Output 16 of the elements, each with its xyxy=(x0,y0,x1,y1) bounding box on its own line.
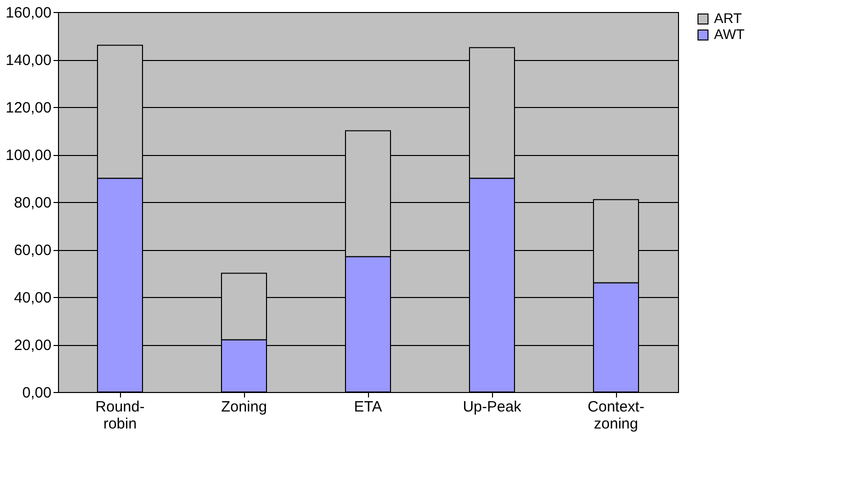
legend-label: AWT xyxy=(714,26,746,42)
y-tick-label: 0,00 xyxy=(22,384,52,402)
x-tick-label: Zoning xyxy=(221,398,267,416)
y-tick-label: 120,00 xyxy=(6,100,52,116)
x-tick-label: Up-Peak xyxy=(462,398,522,416)
y-tick-label: 140,00 xyxy=(6,52,52,69)
y-tick-label: 20,00 xyxy=(14,337,52,354)
y-tick-label: 160,00 xyxy=(6,4,52,22)
y-tick-label: 60,00 xyxy=(14,242,52,259)
y-tick-label: 40,00 xyxy=(14,290,52,306)
legend-label: ART xyxy=(714,10,742,26)
y-tick-label: 100,00 xyxy=(6,147,52,164)
x-tick-label: Round-robin xyxy=(95,398,145,432)
x-tick-label: Context-zoning xyxy=(588,398,644,432)
y-tick-label: 80,00 xyxy=(14,194,52,212)
x-tick-label: ETA xyxy=(354,398,382,416)
